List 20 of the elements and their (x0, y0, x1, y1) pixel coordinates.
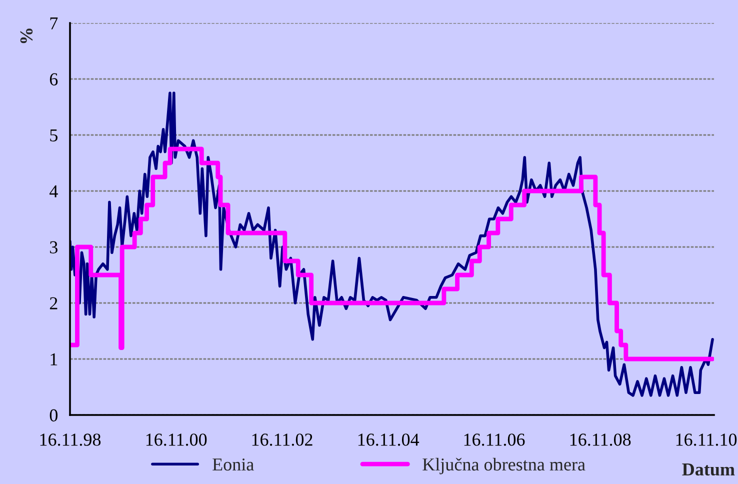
x-tick-label: 16.11.10 (676, 434, 737, 446)
y-tick-label: 0 (50, 409, 58, 422)
x-tick-label: 16.11.98 (40, 434, 101, 446)
legend-label: Ključna obrestna mera (422, 458, 586, 474)
y-tick-label: 5 (50, 129, 58, 142)
x-axis-title: Datum (682, 464, 735, 476)
y-axis-title: % (20, 28, 33, 44)
y-tick-label: 2 (50, 297, 58, 310)
y-tick-label: 3 (50, 241, 58, 254)
x-tick-label: 16.11.08 (570, 434, 631, 446)
x-tick-label: 16.11.04 (358, 434, 420, 446)
x-tick-label: 16.11.06 (464, 434, 525, 446)
y-tick-label: 6 (50, 73, 58, 86)
y-tick-label: 1 (50, 353, 58, 366)
y-tick-label: 7 (50, 17, 58, 30)
y-tick-label: 4 (50, 185, 58, 198)
legend-label: Eonia (212, 458, 254, 471)
x-tick-label: 16.11.02 (252, 434, 312, 446)
line-series (70, 92, 714, 397)
x-tick-label: 16.11.00 (146, 434, 207, 446)
